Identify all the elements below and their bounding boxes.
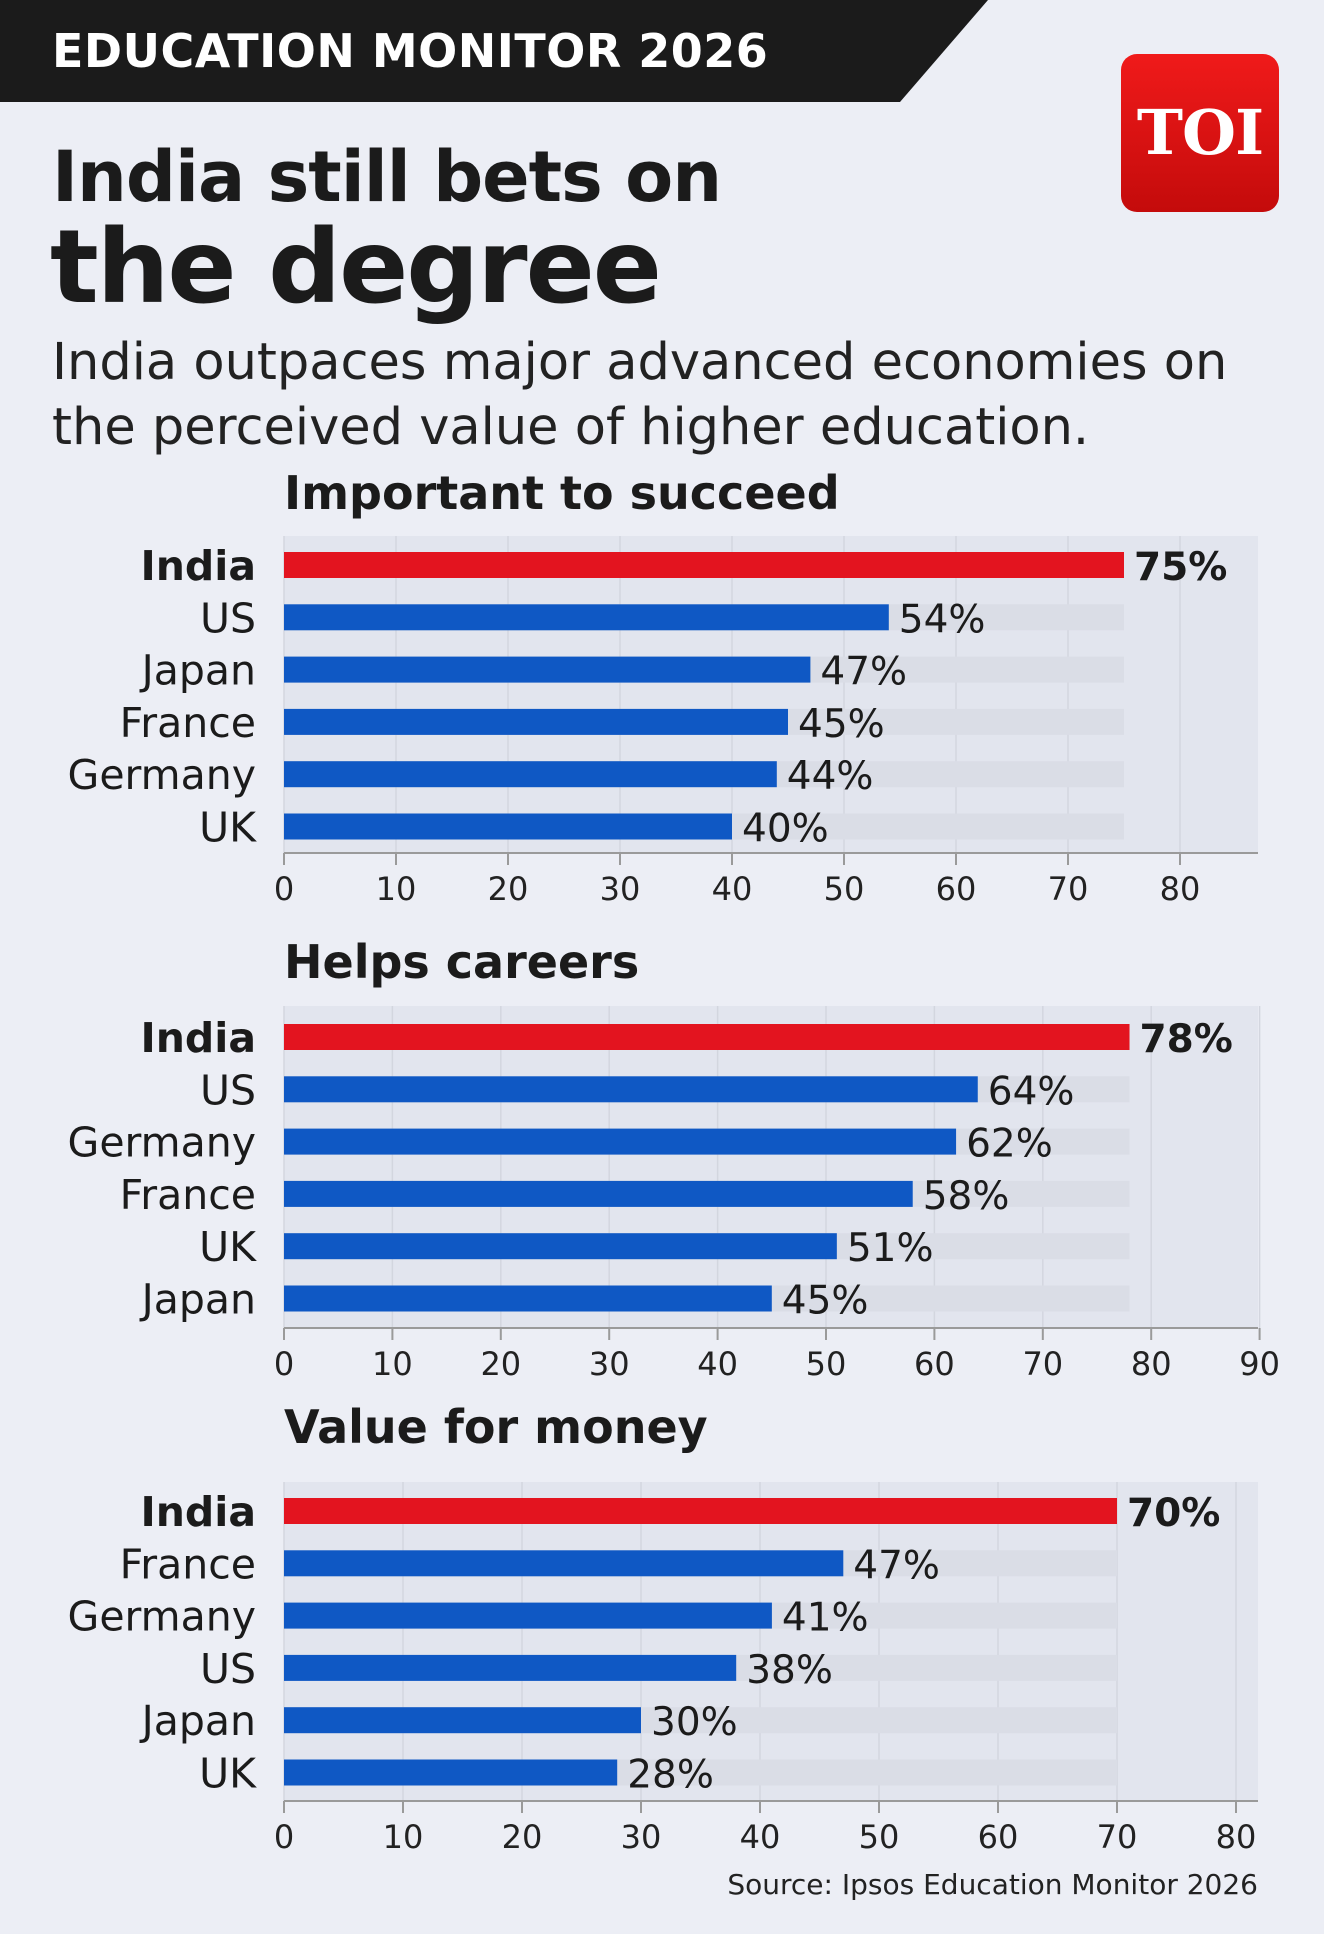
category-label: Germany [68, 751, 256, 799]
value-label: 75% [1134, 545, 1227, 590]
value-label: 41% [782, 1596, 869, 1641]
category-label: US [200, 1066, 256, 1114]
category-label: Japan [139, 1697, 256, 1745]
banner-label: EDUCATION MONITOR 2026 [52, 24, 769, 78]
x-tick-label: 10 [383, 1818, 424, 1856]
x-tick-label: 70 [1097, 1818, 1138, 1856]
x-tick-label: 60 [978, 1818, 1019, 1856]
category-label: Germany [68, 1119, 256, 1167]
chart-title: Helps careers [284, 935, 639, 989]
headline-line-1: India still bets on [52, 136, 722, 218]
bar [284, 1707, 641, 1734]
x-tick-label: 10 [372, 1345, 413, 1383]
x-tick-label: 0 [274, 870, 294, 908]
plot-area [284, 1482, 1258, 1801]
value-label: 45% [782, 1279, 869, 1324]
logo-text: TOI [1136, 96, 1264, 169]
value-label: 78% [1140, 1017, 1233, 1062]
category-label: US [200, 1645, 256, 1693]
value-label: 40% [742, 807, 829, 852]
category-label: France [120, 1540, 256, 1588]
x-tick-label: 50 [859, 1818, 900, 1856]
category-label: India [140, 1488, 256, 1536]
x-tick-label: 50 [806, 1345, 847, 1383]
value-label: 47% [853, 1543, 940, 1588]
plot-area [284, 1006, 1258, 1328]
value-label: 47% [820, 650, 907, 695]
value-label: 54% [899, 597, 986, 642]
x-tick-label: 40 [697, 1345, 738, 1383]
x-tick-label: 90 [1239, 1345, 1280, 1383]
x-tick-label: 40 [740, 1818, 781, 1856]
x-tick-label: 20 [502, 1818, 543, 1856]
value-label: 45% [798, 702, 885, 747]
value-label: 70% [1127, 1491, 1220, 1536]
x-tick-label: 60 [914, 1345, 955, 1383]
x-tick-label: 30 [600, 870, 641, 908]
category-label: US [200, 594, 256, 642]
bar [284, 1759, 618, 1786]
bar [284, 656, 811, 683]
x-tick-label: 10 [376, 870, 417, 908]
bar [284, 1550, 844, 1577]
x-tick-label: 80 [1131, 1345, 1172, 1383]
category-label: Japan [139, 1276, 256, 1324]
chart-title: Important to succeed [284, 466, 840, 520]
bar [284, 1076, 978, 1103]
header-banner: EDUCATION MONITOR 2026 [0, 0, 1000, 102]
x-tick-label: 70 [1048, 870, 1089, 908]
x-tick-label: 0 [274, 1818, 294, 1856]
x-tick-label: 20 [480, 1345, 521, 1383]
x-tick-label: 30 [621, 1818, 662, 1856]
x-tick-label: 20 [488, 870, 529, 908]
category-label: Germany [68, 1593, 256, 1641]
category-label: UK [199, 1750, 257, 1798]
bar [284, 708, 788, 735]
banner-shape [0, 0, 988, 102]
value-label: 58% [923, 1174, 1010, 1219]
subtitle: India outpaces major advanced economies … [52, 333, 1228, 457]
bar [284, 1024, 1130, 1050]
value-label: 51% [847, 1226, 934, 1271]
value-label: 44% [787, 754, 874, 799]
x-tick-label: 0 [274, 1345, 294, 1383]
category-label: Japan [139, 647, 256, 695]
category-label: France [120, 699, 256, 747]
plot-area [284, 536, 1258, 853]
bar [284, 1180, 913, 1207]
category-label: India [140, 542, 256, 590]
bar [284, 604, 889, 631]
source-note: Source: Ipsos Education Monitor 2026 [727, 1868, 1258, 1901]
bar [284, 1285, 772, 1312]
x-tick-label: 80 [1216, 1818, 1257, 1856]
toi-logo: TOI [1121, 54, 1279, 212]
x-tick-label: 70 [1022, 1345, 1063, 1383]
chart-title: Value for money [284, 1400, 708, 1454]
headline-line-2: the degree [50, 208, 662, 327]
bar [284, 1654, 737, 1681]
bar [284, 761, 777, 788]
category-label: UK [199, 1223, 257, 1271]
x-tick-label: 60 [936, 870, 977, 908]
bar [284, 813, 732, 840]
bar [284, 1602, 772, 1629]
x-tick-label: 30 [589, 1345, 630, 1383]
bar [284, 552, 1124, 578]
x-tick-label: 80 [1160, 870, 1201, 908]
value-label: 30% [651, 1700, 738, 1745]
bar [284, 1233, 837, 1260]
value-label: 28% [627, 1753, 714, 1798]
bar [284, 1498, 1117, 1524]
category-label: UK [199, 804, 257, 852]
x-tick-label: 40 [712, 870, 753, 908]
category-label: France [120, 1171, 256, 1219]
value-label: 62% [966, 1122, 1053, 1167]
value-label: 64% [988, 1069, 1075, 1114]
value-label: 38% [746, 1648, 833, 1693]
x-tick-label: 50 [824, 870, 865, 908]
category-label: India [140, 1014, 256, 1062]
bar [284, 1128, 957, 1155]
